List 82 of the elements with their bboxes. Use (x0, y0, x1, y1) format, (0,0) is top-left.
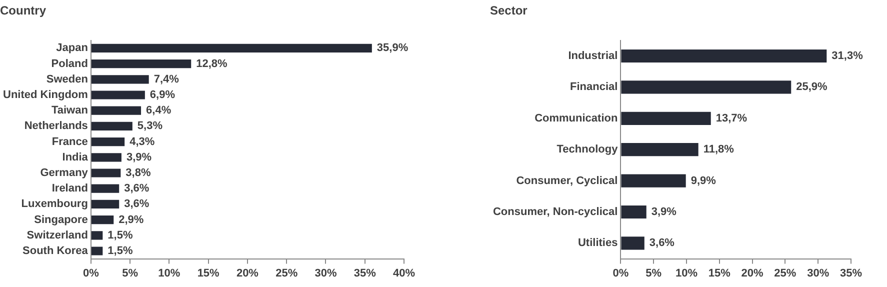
data-label: 3,9% (651, 206, 677, 218)
x-tick-label: 10% (675, 267, 698, 280)
bar (91, 200, 120, 208)
x-tick-label: 15% (197, 267, 220, 280)
data-label: 1,5% (108, 245, 133, 258)
y-tick-label: Sweden (46, 73, 88, 86)
y-tick-label: Communication (534, 112, 618, 124)
x-tick-label: 35% (840, 267, 862, 280)
y-tick-label: Singapore (34, 214, 88, 226)
y-tick-label: India (62, 151, 89, 164)
bar (621, 80, 792, 94)
x-tick-label: 5% (646, 267, 662, 280)
data-label: 3,6% (124, 182, 150, 195)
y-tick-label: United Kingdom (2, 89, 88, 102)
data-label: 3,8% (126, 167, 151, 180)
text: Sector (490, 4, 528, 18)
data-label: 35,9% (376, 42, 408, 54)
bar (91, 184, 120, 193)
data-label: 11,8% (703, 144, 734, 156)
data-label: 31,3% (832, 50, 864, 62)
bar (91, 75, 149, 84)
bar (91, 246, 103, 256)
bar (91, 90, 145, 100)
bar (91, 231, 103, 240)
y-tick-label: Japan (56, 42, 88, 54)
data-label: 13,7% (716, 112, 748, 124)
y-tick-label: Luxembourg (21, 198, 88, 210)
x-tick-label: 20% (741, 267, 764, 280)
y-tick-label: Poland (51, 58, 88, 70)
y-tick-label: Financial (570, 81, 618, 94)
data-label: 2,9% (118, 214, 144, 226)
y-tick-label: Industrial (568, 50, 618, 62)
y-tick-label: France (52, 136, 88, 148)
bar (91, 153, 122, 162)
y-tick-label: Switzerland (26, 229, 88, 242)
bar (621, 205, 646, 219)
data-label: 1,5% (108, 229, 133, 242)
data-label: 5,3% (137, 120, 163, 132)
data-label: 3,6% (649, 237, 675, 250)
y-tick-label: Germany (40, 167, 89, 180)
bar (621, 143, 698, 156)
bar (91, 122, 132, 130)
x-tick-label: 35% (354, 267, 376, 280)
x-tick-label: 0% (82, 267, 100, 280)
bar (91, 106, 142, 115)
data-label: 6,4% (146, 104, 172, 117)
y-tick-label: Ireland (52, 182, 88, 195)
x-tick-label: 0% (612, 267, 629, 280)
bar (91, 44, 372, 52)
y-tick-label: Consumer, Non-cyclical (492, 206, 618, 218)
x-tick-label: 15% (708, 267, 731, 280)
bar (621, 112, 711, 125)
bar (91, 216, 114, 224)
bar (91, 138, 125, 146)
data-label: 3,9% (126, 151, 152, 164)
data-label: 3,6% (124, 198, 150, 210)
bar (91, 168, 121, 178)
x-tick-label: 10% (158, 267, 180, 280)
x-tick-label: 40% (392, 267, 416, 280)
bar (621, 174, 686, 188)
bar (621, 49, 827, 63)
y-tick-label: Taiwan (51, 104, 88, 117)
data-label: 12,8% (196, 58, 228, 70)
data-label: 6,9% (150, 89, 176, 102)
x-tick-label: 30% (807, 267, 830, 280)
y-tick-label: Technology (556, 144, 619, 156)
bar (91, 60, 192, 68)
y-tick-label: Utilities (578, 237, 618, 250)
x-tick-label: 25% (276, 267, 298, 280)
x-tick-label: 20% (236, 267, 259, 280)
x-tick-label: 25% (774, 267, 796, 280)
x-tick-label: 30% (314, 267, 337, 280)
chart-title: Country (0, 4, 46, 18)
x-tick-label: 5% (122, 267, 138, 280)
bar (621, 236, 644, 250)
data-label: 9,9% (690, 174, 716, 187)
y-tick-label: Consumer, Cyclical (516, 174, 618, 187)
y-tick-label: Netherlands (24, 120, 88, 132)
data-label: 25,9% (796, 81, 828, 94)
data-label: 7,4% (154, 73, 180, 86)
data-label: 4,3% (130, 136, 155, 148)
y-tick-label: South Korea (22, 245, 89, 258)
